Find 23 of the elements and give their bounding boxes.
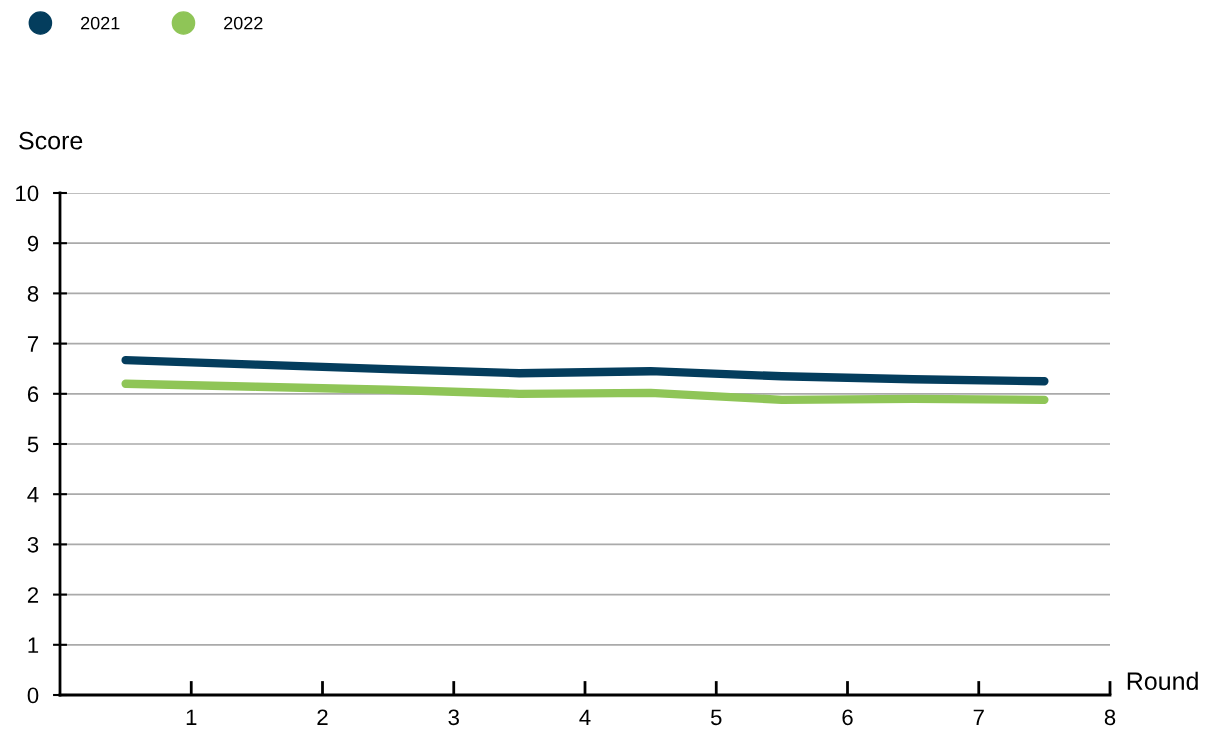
- x-tick-label: 2: [317, 709, 328, 725]
- x-tick-label: 7: [973, 709, 984, 725]
- y-tick-label: 3: [27, 536, 39, 553]
- x-tick-label: 6: [842, 709, 853, 726]
- y-tick-label: 9: [27, 235, 39, 252]
- legend-label: 2022: [224, 16, 263, 30]
- y-tick-label: 2: [27, 587, 39, 603]
- x-axis-title: Round: [1127, 671, 1198, 691]
- y-tick-label: 6: [27, 386, 39, 403]
- x-tick-label: 5: [710, 709, 722, 726]
- y-tick-label: 4: [27, 486, 39, 503]
- x-tick-label: 4: [579, 709, 591, 725]
- y-tick-label: 0: [27, 687, 39, 704]
- y-tick-label: 10: [16, 185, 39, 202]
- y-tick-label: 7: [27, 336, 39, 352]
- x-tick-label: 8: [1104, 709, 1116, 726]
- legend-label: 2021: [81, 16, 120, 30]
- y-axis-title: Score: [19, 131, 83, 150]
- x-tick-label: 3: [448, 709, 459, 726]
- x-tick-label: 1: [186, 709, 197, 725]
- y-tick-label: 5: [27, 436, 39, 453]
- y-tick-label: 8: [27, 285, 39, 302]
- y-tick-label: 1: [28, 637, 39, 653]
